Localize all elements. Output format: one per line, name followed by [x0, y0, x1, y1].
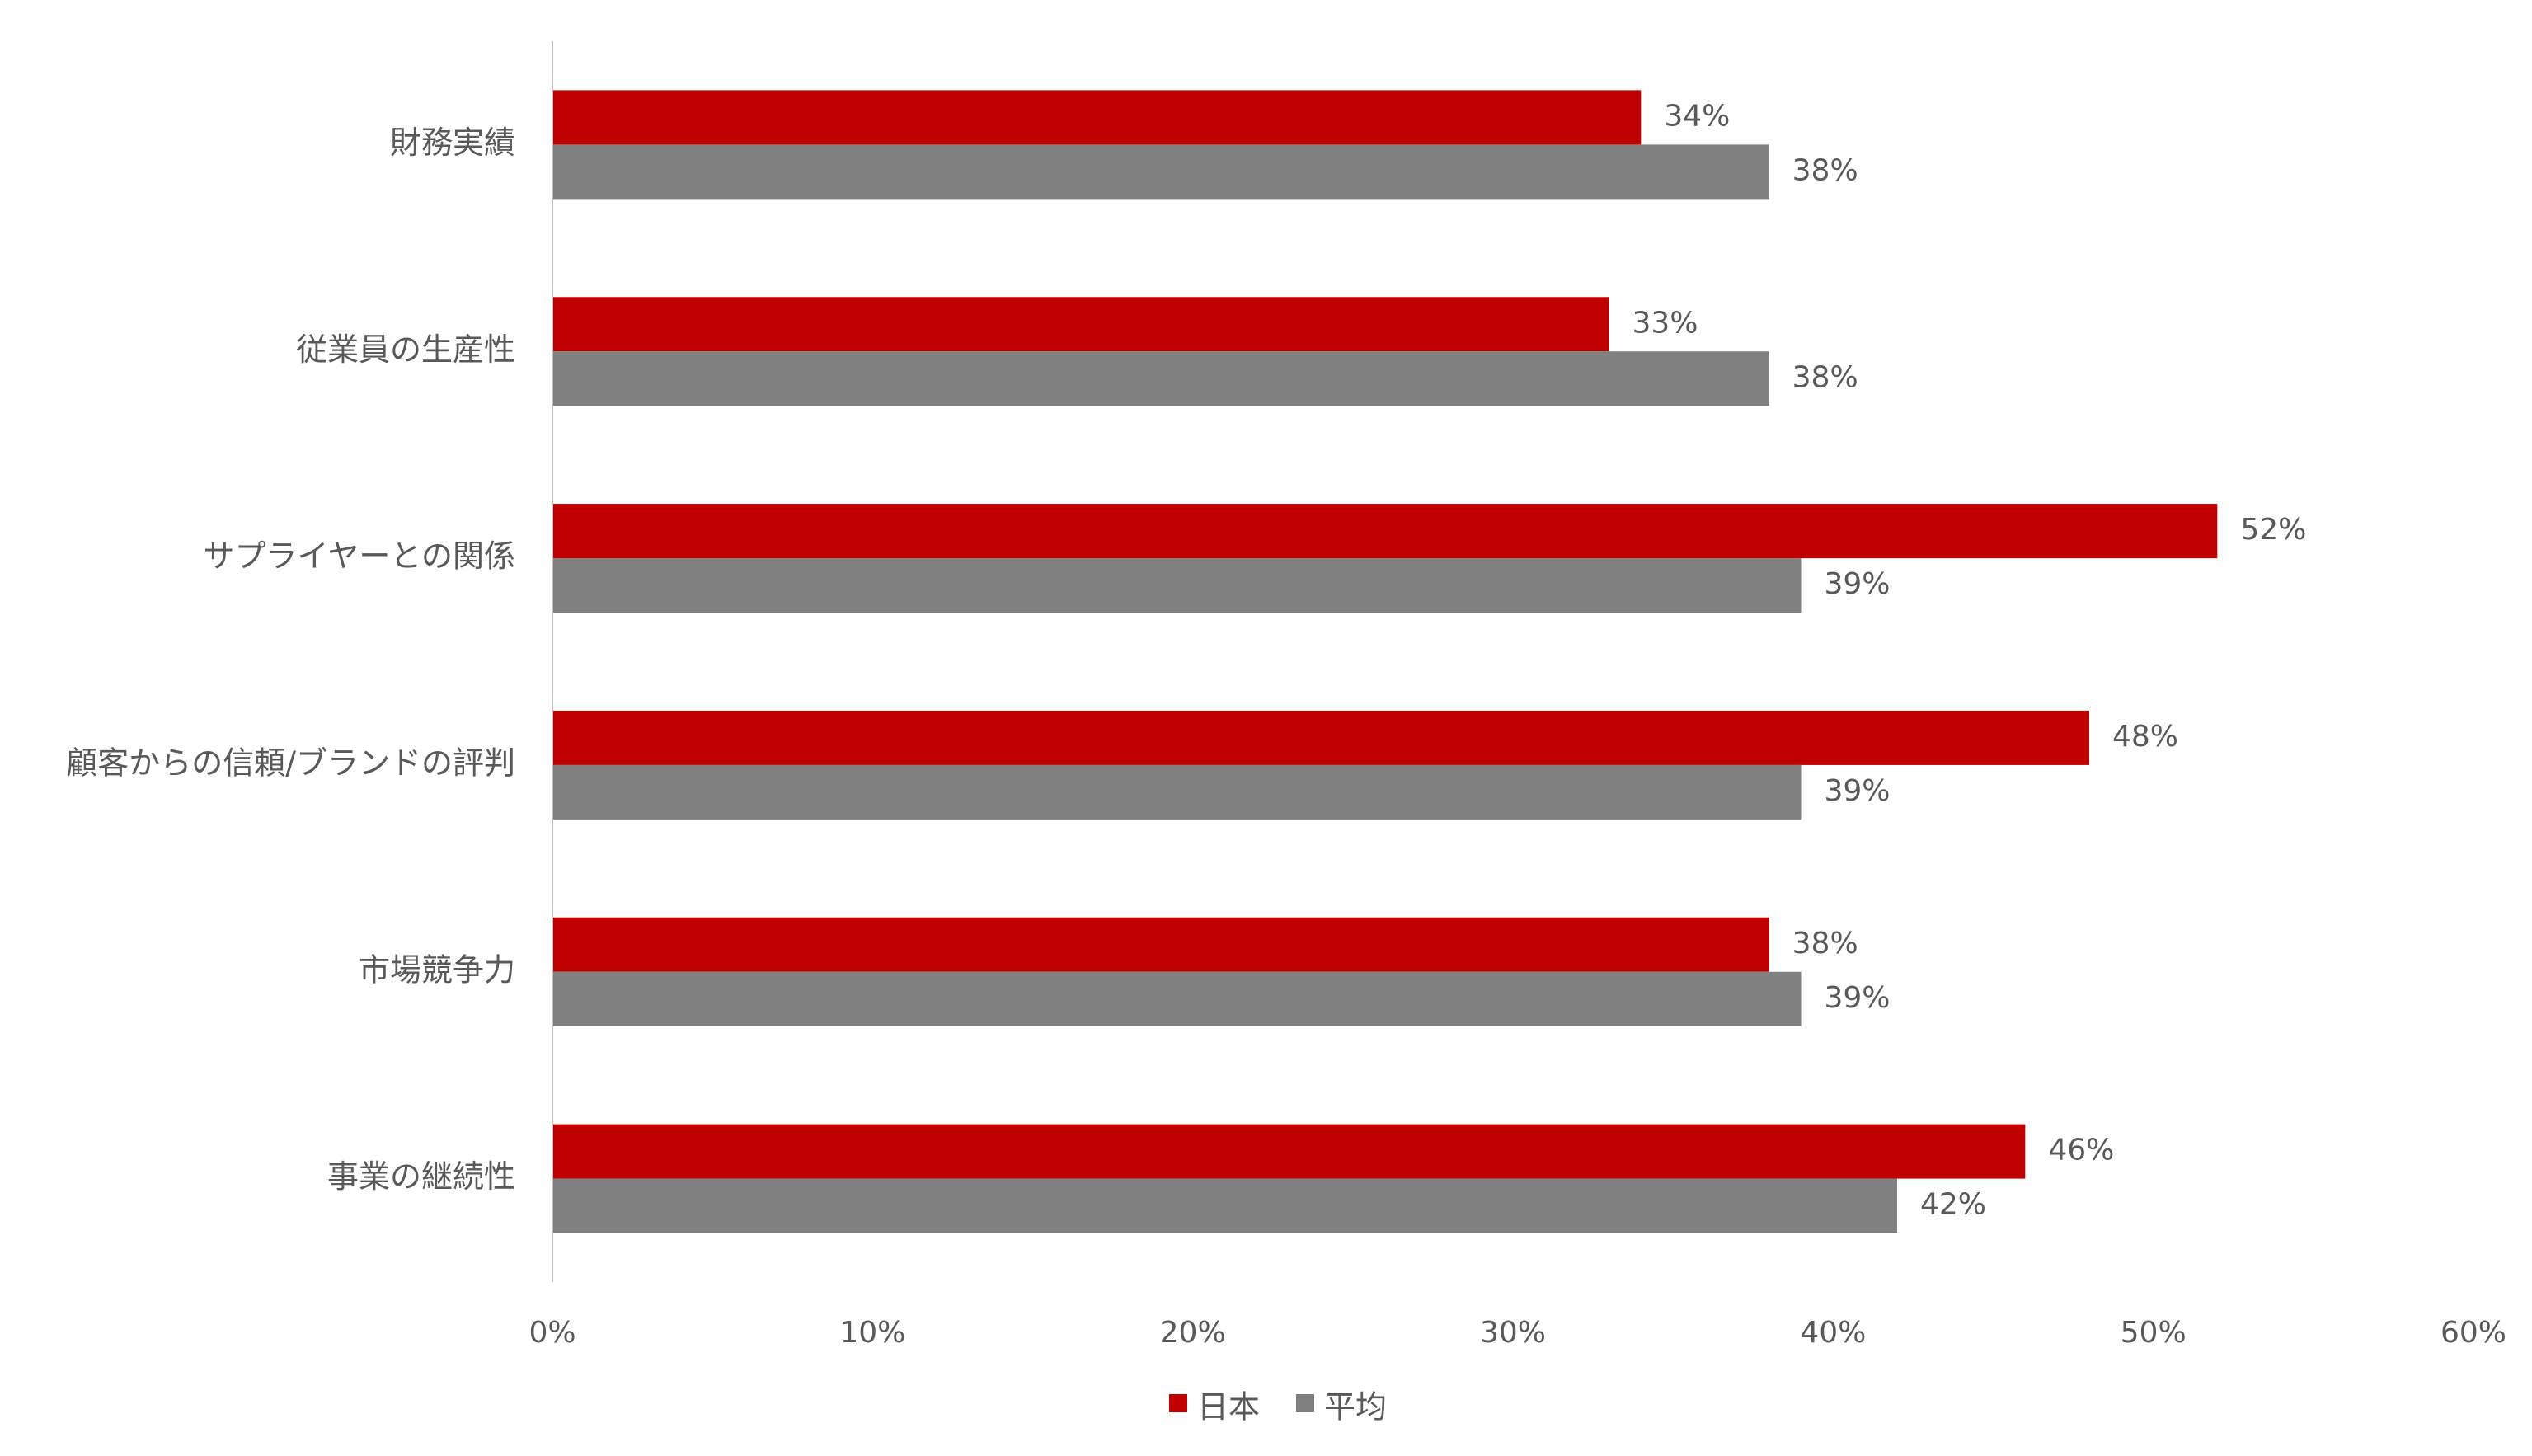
x-tick-label: 30%	[1480, 1316, 1546, 1350]
category-label: 市場競争力	[359, 951, 515, 988]
x-tick-label: 60%	[2440, 1316, 2506, 1350]
bar-japan	[552, 90, 1642, 145]
bar-japan	[552, 710, 2089, 765]
data-labels-group: 34% 38% 33% 38% 52% 39% 48% 39% 38% 39% 46% 42%	[1632, 99, 2307, 1221]
data-label: 39%	[1825, 774, 1891, 808]
data-label: 33%	[1632, 306, 1698, 340]
data-label: 46%	[2048, 1134, 2114, 1167]
data-label: 38%	[1792, 927, 1858, 960]
bar-average	[552, 764, 1802, 820]
data-label: 48%	[2112, 720, 2178, 754]
x-tick-label: 40%	[1800, 1316, 1866, 1350]
data-label: 52%	[2240, 513, 2306, 547]
category-label: 事業の継続性	[327, 1158, 515, 1195]
category-label: 顧客からの信頼/ブランドの評判	[66, 744, 515, 781]
data-label: 39%	[1825, 567, 1891, 601]
bar-japan	[552, 504, 2218, 559]
x-tick-label: 10%	[839, 1316, 905, 1350]
category-label: サプライヤーとの関係	[204, 538, 515, 575]
x-tick-labels-group: 0% 10% 20% 30% 40% 50% 60%	[528, 1316, 2506, 1350]
category-label: 従業員の生産性	[296, 331, 515, 368]
category-label: 財務実績	[390, 124, 515, 161]
legend-label: 平均	[1324, 1389, 1387, 1425]
data-label: 42%	[1920, 1188, 1986, 1222]
bars-group	[552, 90, 2218, 1233]
bar-japan	[552, 297, 1609, 352]
legend-label: 日本	[1197, 1389, 1260, 1425]
legend-swatch	[1296, 1394, 1314, 1412]
data-label: 34%	[1664, 99, 1730, 133]
bar-average	[552, 971, 1802, 1026]
bar-japan	[552, 917, 1769, 972]
legend: 日本 平均	[1169, 1389, 1387, 1425]
bar-average	[552, 1178, 1897, 1233]
bar-average	[552, 558, 1802, 613]
x-tick-label: 0%	[528, 1316, 575, 1350]
x-tick-label: 50%	[2121, 1316, 2187, 1350]
data-label: 38%	[1792, 360, 1858, 394]
category-labels-group: 財務実績従業員の生産性サプライヤーとの関係顧客からの信頼/ブランドの評判市場競争…	[66, 124, 515, 1195]
x-tick-label: 20%	[1160, 1316, 1226, 1350]
legend-swatch	[1169, 1394, 1187, 1412]
bar-average	[552, 144, 1769, 200]
bar-average	[552, 351, 1769, 406]
data-label: 39%	[1825, 981, 1891, 1015]
data-label: 38%	[1792, 153, 1858, 187]
bar-japan	[552, 1124, 2026, 1179]
